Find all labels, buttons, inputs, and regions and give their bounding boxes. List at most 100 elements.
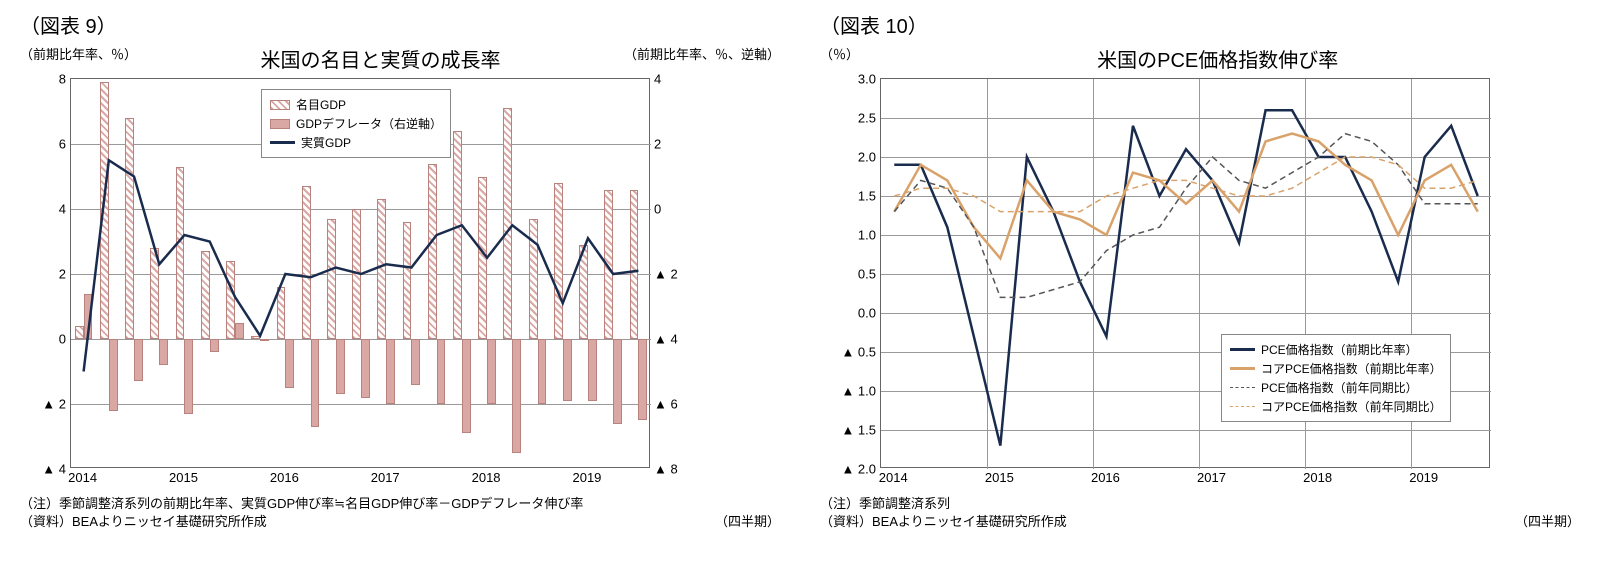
chart-9-ytick: ▲ 2 [26, 397, 66, 412]
chart-10-legend: PCE価格指数（前期比年率）コアPCE価格指数（前期比年率）PCE価格指数（前年… [1221, 334, 1451, 422]
nominal-gdp-bar [503, 108, 512, 339]
legend-swatch [1230, 387, 1255, 388]
chart-9-ytick-r: ▲ 6 [654, 397, 699, 412]
legend-swatch [1230, 367, 1255, 370]
chart-9-xlabel: 2019 [572, 470, 601, 485]
chart-9-xaxis-label: （四半期） [715, 513, 780, 531]
fig-10-label: （図表 10） [820, 10, 1580, 39]
legend-label: 名目GDP [296, 96, 346, 113]
chart-9-xlabel: 2014 [68, 470, 97, 485]
chart-9-ytick-r: 0 [654, 202, 699, 217]
series-line-core_yoy [894, 157, 1477, 212]
nominal-gdp-bar [403, 222, 412, 339]
legend-item: PCE価格指数（前期比年率） [1230, 341, 1442, 358]
gdp-deflator-bar [159, 339, 168, 365]
fig-9-label: （図表 9） [20, 10, 780, 39]
chart-9-ytick-r: ▲ 8 [654, 462, 699, 477]
gdp-deflator-bar [538, 339, 547, 404]
nominal-gdp-bar [150, 248, 159, 339]
nominal-gdp-bar [201, 251, 210, 339]
gdp-deflator-bar [184, 339, 193, 414]
gdp-deflator-bar [411, 339, 420, 385]
chart-10-ytick: 3.0 [836, 72, 876, 87]
nominal-gdp-bar [75, 326, 84, 339]
chart-10-ytick: 1.0 [836, 228, 876, 243]
chart-9-ytick: 0 [26, 332, 66, 347]
chart-9-ytick: ▲ 4 [26, 462, 66, 477]
legend-item: 実質GDP [270, 134, 442, 151]
chart-10-panel: （図表 10） （％） 米国のPCE価格指数伸び率 . ▲ 2.0▲ 1.5▲ … [800, 0, 1600, 573]
gdp-deflator-bar [285, 339, 294, 388]
nominal-gdp-bar [579, 245, 588, 339]
charts-container: （図表 9） （前期比年率、％） 米国の名目と実質の成長率 （前期比年率、％、逆… [0, 0, 1601, 573]
gdp-deflator-bar [311, 339, 320, 427]
nominal-gdp-bar [226, 261, 235, 339]
chart-9-ytick-r: 4 [654, 72, 699, 87]
legend-label: 実質GDP [301, 134, 351, 151]
nominal-gdp-bar [478, 177, 487, 340]
gdp-deflator-bar [210, 339, 219, 352]
chart-10-ytick: 0.5 [836, 267, 876, 282]
gdp-deflator-bar [437, 339, 446, 404]
chart-10-ytick: ▲ 1.5 [836, 423, 876, 438]
chart-9-notes: （注）季節調整済系列の前期比年率、実質GDP伸び率≒名目GDP伸び率－GDPデフ… [20, 495, 780, 531]
legend-swatch [270, 119, 290, 129]
chart-9-xlabel: 2017 [371, 470, 400, 485]
chart-9-ytick: 4 [26, 202, 66, 217]
chart-10-note2: （資料）BEAよりニッセイ基礎研究所作成 [820, 513, 1067, 531]
chart-10-ytick: ▲ 0.5 [836, 345, 876, 360]
chart-9-note1: （注）季節調整済系列の前期比年率、実質GDP伸び率≒名目GDP伸び率－GDPデフ… [20, 495, 780, 513]
legend-swatch [270, 100, 290, 110]
nominal-gdp-bar [302, 186, 311, 339]
chart-10-title: 米国のPCE価格指数伸び率 [859, 44, 1576, 73]
gdp-deflator-bar [134, 339, 143, 381]
nominal-gdp-bar [428, 164, 437, 340]
chart-10-header: （％） 米国のPCE価格指数伸び率 . [820, 44, 1580, 73]
gdp-deflator-bar [260, 339, 269, 341]
chart-9-ytick: 6 [26, 137, 66, 152]
chart-9-ytick-r: 2 [654, 137, 699, 152]
legend-label: コアPCE価格指数（前年同期比） [1261, 398, 1442, 415]
chart-10-xlabel: 2016 [1091, 470, 1120, 485]
chart-10-plot: ▲ 2.0▲ 1.5▲ 1.0▲ 0.50.00.51.01.52.02.53.… [880, 78, 1490, 468]
chart-9-title: 米国の名目と実質の成長率 [137, 44, 624, 73]
chart-9-ytick-r: ▲ 2 [654, 267, 699, 282]
legend-label: PCE価格指数（前期比年率） [1261, 341, 1418, 358]
chart-10-xlabels: 201420152016201720182019 [880, 470, 1490, 490]
chart-10-y-label: （％） [820, 44, 859, 63]
gdp-deflator-bar [462, 339, 471, 433]
nominal-gdp-bar [529, 219, 538, 339]
legend-item: コアPCE価格指数（前年同期比） [1230, 398, 1442, 415]
chart-9-xlabel: 2018 [472, 470, 501, 485]
gdp-deflator-bar [588, 339, 597, 401]
chart-9-header: （前期比年率、％） 米国の名目と実質の成長率 （前期比年率、％、逆軸） [20, 44, 780, 73]
chart-10-ytick: 1.5 [836, 189, 876, 204]
chart-10-ytick: 2.5 [836, 111, 876, 126]
chart-10-xlabel: 2015 [985, 470, 1014, 485]
legend-item: コアPCE価格指数（前期比年率） [1230, 360, 1442, 377]
gdp-deflator-bar [109, 339, 118, 411]
legend-swatch [1230, 348, 1255, 351]
chart-9-note2: （資料）BEAよりニッセイ基礎研究所作成 [20, 513, 267, 531]
nominal-gdp-bar [453, 131, 462, 339]
nominal-gdp-bar [100, 82, 109, 339]
legend-label: GDPデフレータ（右逆軸） [296, 115, 442, 132]
nominal-gdp-bar [176, 167, 185, 339]
chart-10-ytick: ▲ 1.0 [836, 384, 876, 399]
chart-9-legend: 名目GDP GDPデフレータ（右逆軸） 実質GDP [261, 89, 451, 158]
chart-10-ytick: 2.0 [836, 150, 876, 165]
chart-9-plot: ▲ 4▲ 202468▲ 8▲ 6▲ 4▲ 2024名目GDPGDPデフレータ（… [70, 78, 650, 468]
chart-10-note1: （注）季節調整済系列 [820, 495, 1580, 513]
gdp-deflator-bar [487, 339, 496, 404]
gdp-deflator-bar [386, 339, 395, 404]
nominal-gdp-bar [630, 190, 639, 340]
chart-10-ytick: 0.0 [836, 306, 876, 321]
legend-label: コアPCE価格指数（前期比年率） [1261, 360, 1442, 377]
chart-10-notes: （注）季節調整済系列 （資料）BEAよりニッセイ基礎研究所作成 （四半期） [820, 495, 1580, 531]
legend-swatch [1230, 406, 1255, 407]
chart-10-xlabel: 2017 [1197, 470, 1226, 485]
nominal-gdp-bar [125, 118, 134, 339]
chart-10-xlabel: 2019 [1409, 470, 1438, 485]
gdp-deflator-bar [235, 323, 244, 339]
legend-swatch [270, 141, 295, 144]
